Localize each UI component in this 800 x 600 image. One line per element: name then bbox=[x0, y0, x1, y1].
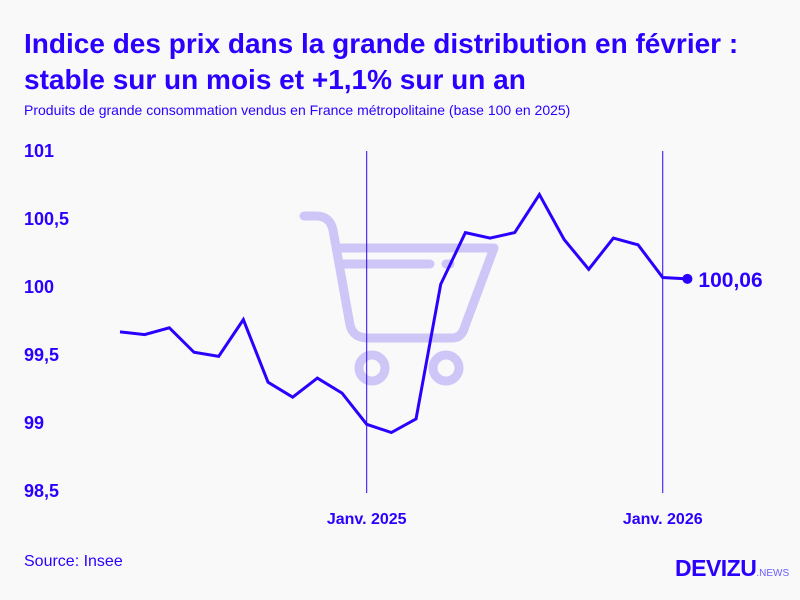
y-tick-label: 99,5 bbox=[24, 345, 59, 365]
devizu-logo: DEVIZU.NEWS bbox=[675, 555, 789, 582]
y-tick-label: 98,5 bbox=[24, 481, 59, 501]
logo-main: DEVIZU bbox=[675, 555, 757, 581]
logo-suffix: .NEWS bbox=[756, 568, 790, 579]
y-tick-label: 100,5 bbox=[24, 209, 69, 229]
chart-title: Indice des prix dans la grande distribut… bbox=[24, 28, 739, 95]
y-tick-label: 100 bbox=[24, 277, 54, 297]
y-tick-label: 101 bbox=[24, 141, 54, 161]
series-line bbox=[119, 191, 688, 435]
chart-subtitle: Produits de grande consommation vendus e… bbox=[24, 102, 571, 118]
y-tick-label: 99 bbox=[24, 413, 44, 433]
data-point bbox=[682, 273, 693, 284]
source-note: Source: Insee bbox=[24, 553, 123, 570]
end-value-label: 100,06 bbox=[698, 269, 762, 292]
x-tick-label: Janv. 2026 bbox=[623, 511, 703, 528]
shopping-cart-icon bbox=[299, 211, 499, 386]
x-tick-label: Janv. 2025 bbox=[327, 511, 407, 528]
